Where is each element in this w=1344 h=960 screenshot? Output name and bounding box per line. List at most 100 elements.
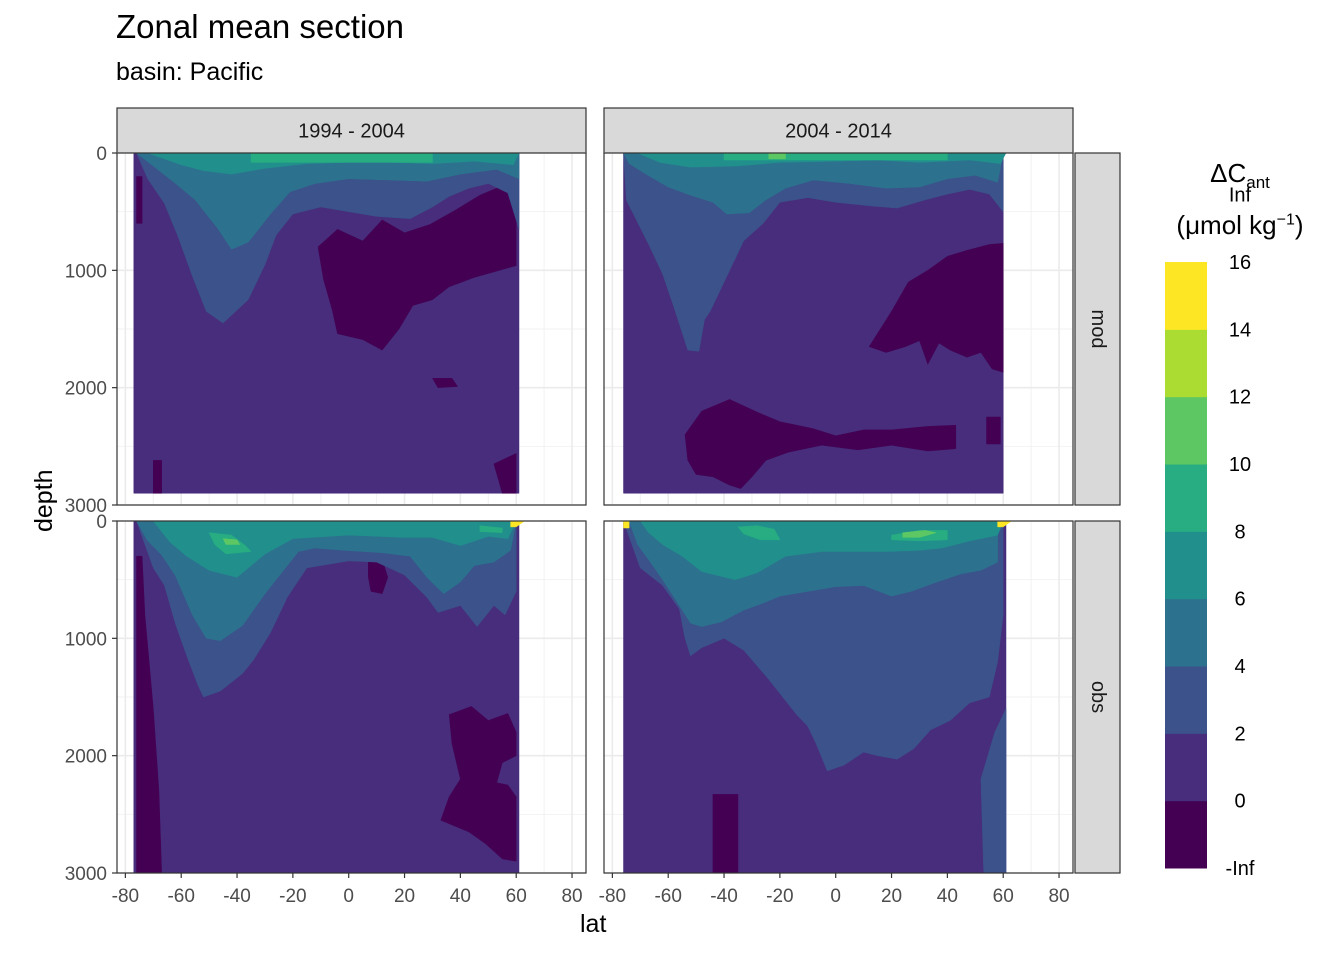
x-axis-label: lat	[580, 910, 607, 938]
facet-panel: 0 1000 2000 3000	[65, 144, 587, 517]
contour-band-6	[222, 538, 241, 545]
contour-band-5	[479, 525, 503, 533]
legend-label: 2	[1234, 723, 1245, 745]
contour-layers	[133, 153, 520, 494]
y-tick-label: 2000	[65, 747, 107, 768]
contour-band-3	[623, 153, 1004, 215]
x-tick-label: 20	[394, 886, 415, 907]
legend-label: 10	[1229, 454, 1251, 476]
legend-label: 6	[1234, 589, 1245, 611]
contour-band-0	[712, 794, 739, 873]
x-tick-label: -20	[279, 886, 306, 907]
contour-band-0	[317, 179, 517, 351]
contour-band-4	[152, 521, 517, 578]
x-tick-label: 0	[343, 886, 354, 907]
contour-band-0	[493, 453, 517, 494]
legend-key-1	[1165, 733, 1207, 802]
legend-key-4	[1165, 531, 1207, 600]
facet-strip-label: 1994 - 2004	[298, 121, 405, 143]
legend-key-7	[1165, 329, 1207, 398]
chart-subtitle: basin: Pacific	[116, 58, 264, 86]
facet-panel: -80 -60 -40 -20 0 20 40 60 80	[599, 520, 1074, 907]
panel-border	[603, 520, 1074, 874]
legend-key-6	[1165, 396, 1207, 465]
x-tick-label: 60	[506, 886, 527, 907]
contour-layers	[623, 521, 1013, 873]
y-tick-label: 3000	[65, 496, 107, 517]
legend-label: 12	[1229, 387, 1251, 409]
facet-strip-label: obs	[1087, 681, 1109, 713]
legend-key-0	[1165, 800, 1207, 869]
contour-band-0	[153, 460, 162, 494]
legend-label: 0	[1234, 791, 1245, 813]
contour-band-5	[723, 153, 948, 161]
facet-panel	[603, 152, 1074, 506]
legend-label: 14	[1229, 319, 1251, 341]
legend-key-8	[1165, 262, 1207, 330]
y-axis-label: depth	[30, 469, 58, 532]
panel-border	[116, 152, 587, 506]
chart-title: Zonal mean section	[116, 8, 404, 45]
contour-band-0	[684, 399, 957, 489]
contour-layers	[623, 153, 1007, 494]
contour-band-0	[440, 706, 517, 862]
y-tick-label: 1000	[65, 629, 107, 650]
facet-panel: 0 1000 2000 3000-80 -60 -40 -20 0 20 40 60 80	[65, 512, 587, 907]
legend-title: ΔCant	[1160, 158, 1320, 193]
contour-band-6	[902, 530, 937, 538]
facet-strip-column	[116, 107, 587, 154]
y-tick-label: 3000	[65, 864, 107, 885]
legend-unit-sup: −1	[1276, 211, 1295, 229]
contour-band-5	[250, 153, 433, 163]
contour-band-5	[737, 525, 781, 541]
contour-band-0	[136, 176, 143, 224]
x-tick-label: 40	[450, 886, 471, 907]
panel-border	[603, 152, 1074, 506]
contour-band-3	[136, 153, 520, 250]
legend-label: Inf	[1229, 185, 1252, 207]
contour-band-8	[997, 521, 1013, 528]
x-tick-label: 60	[993, 886, 1014, 907]
legend-unit-end: )	[1294, 210, 1304, 240]
legend-key-2	[1165, 666, 1207, 734]
legend-label: -Inf	[1226, 858, 1255, 880]
contour-band-0	[136, 555, 162, 873]
contour-band-8	[510, 521, 526, 528]
x-tick-label: 80	[561, 886, 582, 907]
legend-title-main: ΔC	[1210, 158, 1247, 188]
facet-strip-label: mod	[1087, 310, 1109, 349]
contour-band-8	[623, 521, 630, 529]
x-tick-label: 40	[937, 886, 958, 907]
contour-band-2	[980, 708, 1007, 873]
x-tick-label: -40	[223, 886, 250, 907]
y-tick-label: 2000	[65, 379, 107, 400]
legend-title-sub: ant	[1246, 173, 1270, 193]
x-tick-label: 20	[881, 886, 902, 907]
contour-band-6	[768, 153, 786, 160]
x-tick-label: -60	[167, 886, 194, 907]
y-tick-label: 0	[96, 144, 107, 165]
legend-unit-main: (μmol kg	[1176, 210, 1277, 240]
facet-strip-row	[1074, 520, 1121, 874]
legend-label: 4	[1234, 656, 1245, 678]
legend-unit: (μmol kg−1)	[1160, 210, 1320, 241]
legend-label: 16	[1229, 252, 1251, 274]
legend-key-3	[1165, 598, 1207, 667]
x-tick-label: 80	[1048, 886, 1069, 907]
contour-band-0	[432, 378, 459, 388]
x-tick-label: -80	[112, 886, 139, 907]
facet-strip-row	[1074, 152, 1121, 506]
y-tick-label: 0	[96, 512, 107, 533]
facet-strip-label: 2004 - 2014	[785, 121, 892, 143]
legend-label: 8	[1234, 521, 1245, 543]
y-tick-label: 1000	[65, 261, 107, 282]
x-tick-label: -80	[599, 886, 626, 907]
facet-strip-column	[603, 107, 1074, 154]
panel-border	[116, 520, 587, 874]
contour-layers	[133, 521, 526, 873]
x-tick-label: -60	[654, 886, 681, 907]
contour-band-0	[868, 243, 1004, 373]
legend-key-5	[1165, 464, 1207, 532]
x-tick-label: -40	[710, 886, 737, 907]
